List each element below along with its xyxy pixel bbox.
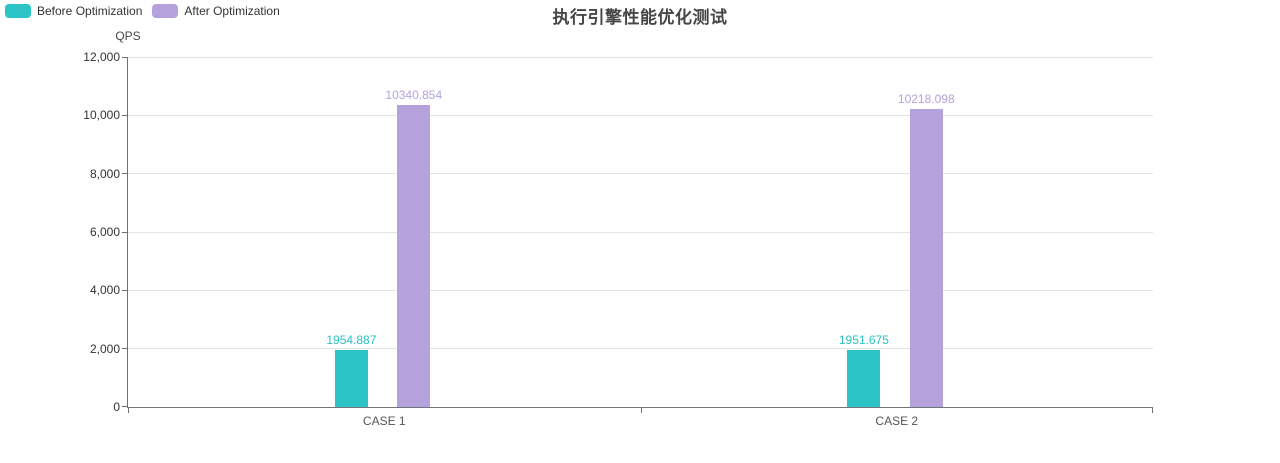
category-band: 1954.887 10340.854 <box>128 57 641 407</box>
y-axis-tick <box>122 289 127 291</box>
gridline <box>128 56 1153 58</box>
x-axis-tick <box>128 408 129 413</box>
gridline <box>128 231 1153 233</box>
legend-swatch <box>5 4 31 18</box>
bar-value-label: 1954.887 <box>326 332 377 347</box>
y-tick-label: 6,000 <box>89 225 120 239</box>
chart-title: 执行引擎性能优化测试 <box>552 8 728 27</box>
y-tick-label: 4,000 <box>89 283 120 298</box>
bar-after-optimization[interactable] <box>397 105 431 407</box>
bar-value-label: 1951.675 <box>838 333 889 348</box>
gridline <box>128 289 1153 291</box>
y-axis-tick <box>122 56 127 58</box>
gridline <box>128 114 1153 116</box>
y-tick-label: 12,000 <box>83 50 120 64</box>
y-axis-tick <box>122 173 127 175</box>
category-band: 1951.675 10218.098 <box>641 57 1154 407</box>
y-tick-label: 8,000 <box>89 166 120 181</box>
legend-label: Before Optimization <box>37 4 143 18</box>
y-axis-tick <box>122 231 127 233</box>
plot-area: 0 2,000 4,000 6,000 8,000 10,000 12,000 CASE 1 1… <box>83 50 1154 428</box>
legend-item-after[interactable]: After Optimization <box>152 4 280 18</box>
y-axis-tick <box>122 114 127 116</box>
bar-value-label: 10218.098 <box>897 91 955 106</box>
legend-swatch <box>152 4 179 18</box>
y-axis-tick <box>122 348 127 350</box>
bar-value-label: 10340.854 <box>385 88 443 103</box>
legend-label: After Optimization <box>184 4 280 18</box>
x-axis-tick <box>640 408 642 413</box>
y-tick-label: 10,000 <box>83 108 120 123</box>
x-category-label: CASE 1 <box>362 414 406 428</box>
bar-group-item: 1954.887 <box>326 333 376 407</box>
bar-group-item: 10218.098 <box>898 92 955 407</box>
x-axis-tick <box>1152 408 1153 413</box>
bar-before-optimization[interactable] <box>334 349 368 407</box>
gridline <box>128 348 1153 350</box>
legend: Before Optimization After Optimization <box>5 4 280 18</box>
y-axis-tick <box>122 406 127 407</box>
bar-before-optimization[interactable] <box>847 350 881 407</box>
y-tick-label: 2,000 <box>89 341 120 356</box>
y-axis-line <box>127 57 128 407</box>
gridline <box>128 173 1153 175</box>
bar-group-item: 1951.675 <box>839 333 889 407</box>
legend-item-before[interactable]: Before Optimization <box>5 4 142 18</box>
bar-group-item: 10340.854 <box>385 88 442 407</box>
x-axis-line <box>127 407 1153 408</box>
y-axis-name: QPS <box>115 29 141 43</box>
bar-after-optimization[interactable] <box>909 108 943 407</box>
y-tick-label: 0 <box>113 400 120 414</box>
x-category-label: CASE 2 <box>875 414 919 428</box>
